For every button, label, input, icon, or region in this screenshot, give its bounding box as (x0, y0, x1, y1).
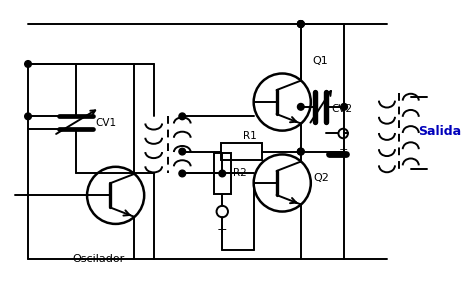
Text: Q2: Q2 (314, 173, 330, 183)
Circle shape (297, 148, 304, 155)
Text: Oscilador: Oscilador (73, 254, 125, 264)
Circle shape (297, 148, 304, 155)
Circle shape (179, 170, 185, 177)
Circle shape (297, 21, 304, 27)
Text: CV2: CV2 (332, 104, 353, 114)
Text: R2: R2 (233, 168, 247, 178)
Circle shape (179, 113, 185, 120)
Text: Salida: Salida (418, 125, 461, 138)
Text: Q1: Q1 (313, 56, 328, 66)
Circle shape (219, 170, 226, 177)
Circle shape (179, 148, 185, 155)
Circle shape (297, 21, 304, 27)
Circle shape (25, 113, 31, 120)
Text: +: + (217, 223, 227, 236)
Circle shape (25, 61, 31, 67)
Circle shape (297, 21, 304, 27)
Circle shape (297, 104, 304, 110)
Circle shape (341, 104, 347, 110)
Bar (214, 152, 231, 194)
Text: +: + (339, 145, 348, 155)
Bar (220, 143, 262, 160)
Text: CV1: CV1 (96, 118, 117, 128)
Text: R1: R1 (243, 131, 257, 141)
